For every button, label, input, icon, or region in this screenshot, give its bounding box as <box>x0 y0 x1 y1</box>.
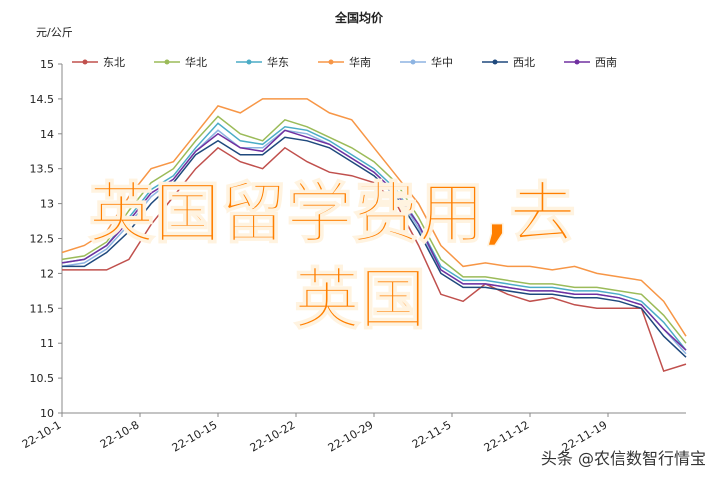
y-tick-label: 12.5 <box>30 233 55 246</box>
legend-marker <box>82 59 88 65</box>
y-tick-label: 10 <box>40 407 54 420</box>
legend-marker <box>164 59 170 65</box>
legend-label: 华北 <box>185 55 207 69</box>
series-line <box>62 146 687 373</box>
legend-marker <box>492 59 498 65</box>
legend-label: 东北 <box>103 56 125 69</box>
legend-label: 华南 <box>349 55 371 69</box>
legend-marker <box>328 59 334 65</box>
y-tick-label: 11 <box>40 337 54 350</box>
overlay-text: 英国 <box>294 261 426 338</box>
legend-label: 华东 <box>267 55 289 69</box>
series-line <box>61 115 687 344</box>
legend-marker <box>574 59 580 65</box>
y-tick-label: 13.5 <box>30 163 55 176</box>
y-tick-label: 12 <box>40 267 54 280</box>
series-line <box>62 136 687 358</box>
series-line <box>61 129 687 351</box>
y-axis-label: 元/公斤 <box>36 26 73 39</box>
chart-title: 全国均价 <box>334 10 384 25</box>
y-tick-label: 15 <box>40 58 54 71</box>
legend-marker <box>246 59 252 65</box>
y-tick-label: 10.5 <box>30 372 55 385</box>
y-tick-label: 14.5 <box>30 93 55 106</box>
y-tick-label: 14 <box>40 128 54 141</box>
legend-label: 华中 <box>431 55 453 69</box>
overlay-text: 英国留学费用,去 <box>88 175 575 252</box>
y-tick-label: 11.5 <box>30 302 55 315</box>
legend-marker <box>410 59 416 65</box>
watermark: 头条 @农信数智行情宝 <box>541 449 706 468</box>
y-tick-label: 13 <box>40 198 54 211</box>
legend-label: 西南 <box>595 56 617 69</box>
legend-label: 西北 <box>513 56 535 69</box>
series-line <box>61 98 687 337</box>
series-line <box>61 122 687 351</box>
